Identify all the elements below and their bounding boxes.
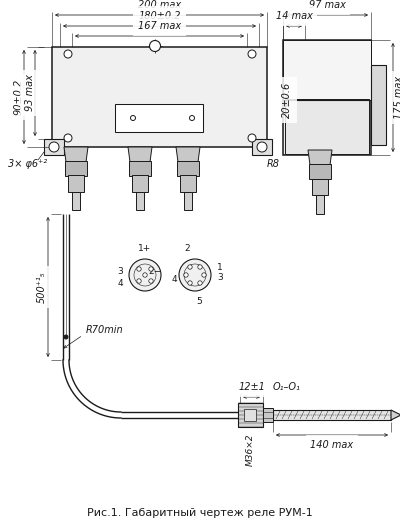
Circle shape (149, 279, 153, 283)
Polygon shape (64, 147, 88, 162)
Circle shape (190, 116, 194, 120)
Circle shape (198, 265, 202, 269)
Bar (238, 403, 263, 427)
Circle shape (248, 134, 256, 142)
Bar (52, 47, 267, 147)
Text: M36×2: M36×2 (246, 433, 254, 465)
Circle shape (49, 142, 59, 152)
Text: 5: 5 (196, 297, 202, 306)
Bar (316, 195, 324, 214)
Polygon shape (391, 410, 400, 420)
Bar (309, 164, 331, 179)
Bar (180, 175, 196, 192)
Circle shape (64, 50, 72, 58)
Text: 4: 4 (171, 275, 177, 284)
Bar (136, 192, 144, 210)
Text: 97 max: 97 max (308, 0, 346, 10)
Text: O₁–O₁: O₁–O₁ (273, 382, 301, 392)
Circle shape (150, 40, 160, 51)
Text: 14 max: 14 max (276, 11, 312, 21)
Text: 90±0.2: 90±0.2 (14, 79, 24, 115)
Text: 180±0.2: 180±0.2 (138, 11, 181, 21)
Text: 20±0.6: 20±0.6 (282, 82, 292, 118)
Bar (244, 409, 256, 421)
Text: Рис.1. Габаритный чертеж реле РУМ-1: Рис.1. Габаритный чертеж реле РУМ-1 (87, 508, 313, 518)
Bar (115, 104, 203, 132)
Text: 200 max: 200 max (138, 0, 181, 10)
Circle shape (64, 335, 68, 339)
Circle shape (137, 267, 141, 271)
Text: 1: 1 (217, 262, 223, 271)
Bar (177, 161, 199, 176)
Circle shape (248, 50, 256, 58)
Circle shape (188, 265, 192, 269)
Bar (68, 175, 84, 192)
Text: 175 max: 175 max (394, 76, 400, 119)
Text: 2: 2 (184, 244, 190, 253)
Circle shape (137, 279, 141, 283)
Circle shape (188, 281, 192, 285)
Circle shape (143, 273, 147, 277)
Circle shape (130, 116, 136, 120)
Text: 500⁺¹₅: 500⁺¹₅ (37, 271, 47, 303)
Text: 3: 3 (117, 267, 123, 276)
Bar (285, 99, 369, 154)
Text: 140 max: 140 max (310, 440, 354, 450)
Text: 2−: 2− (148, 268, 161, 277)
Text: 12±1: 12±1 (238, 382, 265, 392)
Circle shape (149, 267, 153, 271)
Text: 167 max: 167 max (138, 21, 181, 31)
Text: 3: 3 (217, 272, 223, 281)
Polygon shape (128, 147, 152, 162)
Circle shape (202, 273, 206, 277)
Polygon shape (308, 150, 332, 165)
Bar (184, 192, 192, 210)
Bar (273, 410, 391, 420)
Text: 93 max: 93 max (25, 75, 35, 111)
Bar (312, 179, 328, 195)
Bar (132, 175, 148, 192)
Bar (72, 192, 80, 210)
Circle shape (179, 259, 211, 291)
Bar (65, 161, 87, 176)
Bar (263, 408, 273, 422)
Text: 1+: 1+ (138, 244, 152, 253)
Text: 4: 4 (117, 278, 123, 287)
Bar (283, 40, 371, 155)
Bar (371, 65, 386, 145)
Circle shape (184, 273, 188, 277)
Bar (44, 139, 64, 155)
Bar (129, 161, 151, 176)
Circle shape (64, 134, 72, 142)
Bar (283, 40, 371, 100)
Circle shape (129, 259, 161, 291)
Polygon shape (176, 147, 200, 162)
Circle shape (257, 142, 267, 152)
Text: R8: R8 (267, 159, 280, 169)
Text: R70min: R70min (86, 325, 124, 335)
Circle shape (198, 281, 202, 285)
Text: 3× φ6⁺²: 3× φ6⁺² (8, 159, 47, 169)
Bar (252, 139, 272, 155)
